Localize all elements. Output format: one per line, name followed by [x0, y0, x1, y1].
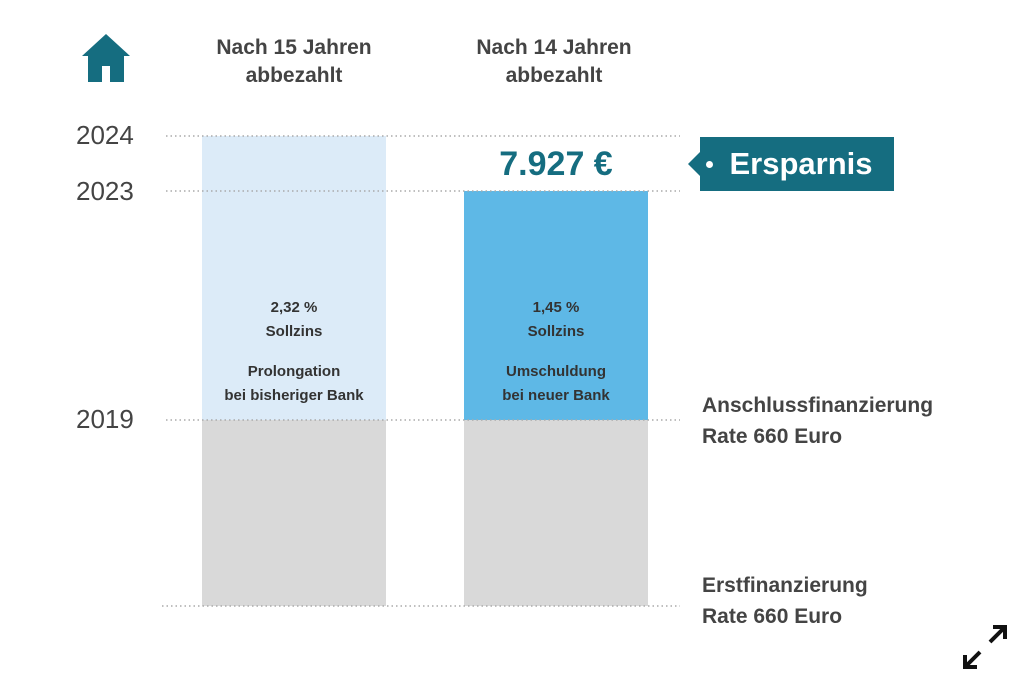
- bar-1-segment-1: [202, 420, 386, 606]
- y-tick-2023: 2023: [76, 176, 134, 206]
- bar-1-segment-2: [202, 136, 386, 420]
- badge-notch: [688, 152, 700, 176]
- expand-icon[interactable]: [960, 622, 1010, 677]
- column-header-2: Nach 14 Jahren abbezahlt: [476, 36, 632, 87]
- badge-dot: [706, 161, 713, 168]
- legend-anschlussfinanzierung: Anschlussfinanzierung Rate 660 Euro: [702, 394, 934, 448]
- saving-amount: 7.927 €: [499, 145, 613, 183]
- legend-erstfinanzierung: Erstfinanzierung Rate 660 Euro: [702, 574, 868, 628]
- y-tick-2019: 2019: [76, 404, 134, 434]
- bar-1-label: 2,32 % Sollzins Prolongation bei bisheri…: [224, 299, 364, 404]
- saving-badge: Ersparnis: [700, 137, 894, 191]
- house-icon: [80, 32, 132, 89]
- bar-2-segment-2: [464, 191, 648, 420]
- bar-2-label: 1,45 % Sollzins Umschuldung bei neuer Ba…: [502, 299, 610, 404]
- column-header-1: Nach 15 Jahren abbezahlt: [216, 36, 372, 87]
- y-tick-2024: 2024: [76, 120, 134, 150]
- bar-2-segment-1: [464, 420, 648, 606]
